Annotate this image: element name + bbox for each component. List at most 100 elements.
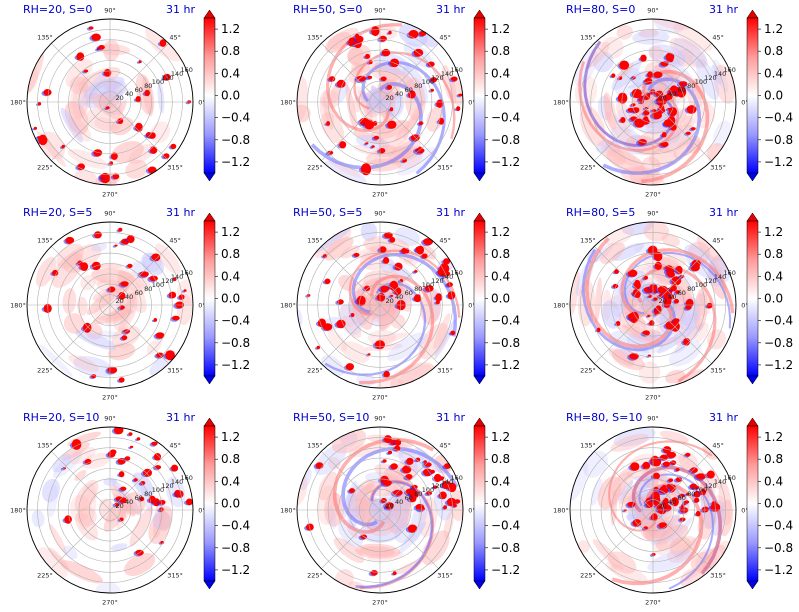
- colorbar-tick-label: 0.0: [764, 497, 783, 511]
- field-cell-positive: [373, 135, 380, 140]
- colorbar-tick-label: −0.4: [764, 519, 793, 533]
- field-wash: [324, 492, 344, 527]
- field-cell-positive: [685, 298, 694, 308]
- radial-tick-label: 100: [152, 486, 164, 494]
- field-wash: [605, 561, 617, 572]
- field-cell-positive: [365, 53, 370, 59]
- field-cell-positive: [367, 75, 373, 79]
- colorbar-tick-label: −0.4: [221, 314, 250, 328]
- radial-tick-label: 20: [115, 502, 123, 510]
- colorbar: 1.2 0.8 0.4 0.0 −0.4 −0.8 −1.2: [203, 212, 250, 385]
- angular-gridline: [594, 101, 654, 161]
- radial-tick-label: 140: [441, 478, 453, 486]
- field-wash: [129, 506, 153, 547]
- colorbar-tick-label: −1.2: [221, 155, 250, 169]
- field-wash: [398, 364, 432, 386]
- field-cell-positive: [384, 232, 393, 239]
- field-cell-positive: [64, 515, 72, 524]
- field-cell-positive: [617, 92, 628, 104]
- field-cell-positive: [706, 302, 713, 309]
- field-wash: [682, 272, 695, 290]
- radial-tick-label: 100: [695, 281, 707, 289]
- colorbar-tick-label: 0.0: [491, 89, 510, 103]
- field-wash: [323, 160, 367, 185]
- angle-label: 45°: [439, 441, 451, 449]
- field-cell-positive: [701, 506, 709, 513]
- angle-label: 225°: [37, 367, 53, 375]
- angle-label: 180°: [10, 302, 26, 310]
- field-cell-positive: [178, 294, 185, 300]
- field-cell-positive: [660, 486, 667, 493]
- colorbar-tick-label: 0.4: [221, 269, 240, 283]
- field-wash: [375, 124, 410, 148]
- field-cell-positive: [640, 54, 647, 62]
- panel-title: RH=80, S=5: [566, 206, 636, 219]
- field-wash: [638, 29, 659, 38]
- field-cell-positive: [435, 293, 443, 302]
- field-cell-positive: [105, 106, 110, 110]
- field-wash: [713, 64, 736, 104]
- field-wash: [83, 76, 125, 99]
- field-cell-positive: [657, 96, 668, 105]
- field-wash: [570, 271, 580, 316]
- radial-tick-label: 160: [180, 66, 192, 74]
- field-wash: [360, 222, 378, 242]
- field-cell-positive: [683, 338, 691, 346]
- field-wash: [338, 303, 363, 336]
- field-wash: [612, 243, 645, 261]
- field-cell-positive: [394, 262, 403, 271]
- field-cell-positive: [615, 321, 621, 326]
- angular-gridline: [321, 101, 381, 161]
- field-layer: [31, 427, 193, 593]
- field-cell-positive: [345, 363, 354, 371]
- field-cell-positive: [127, 263, 133, 268]
- colorbar-extend-min: [473, 580, 486, 590]
- field-cell-positive: [100, 174, 107, 178]
- colorbar-body: [473, 17, 486, 174]
- panel-title: RH=20, S=0: [23, 3, 93, 16]
- colorbar-tick-label: −1.2: [221, 563, 250, 577]
- field-band: [353, 51, 456, 139]
- field-cell-positive: [88, 26, 94, 30]
- field-cell-positive: [370, 570, 378, 576]
- angle-label: 135°: [37, 33, 53, 41]
- field-cell-positive: [660, 141, 669, 148]
- field-cell-positive: [652, 111, 662, 120]
- angular-gridline: [594, 246, 654, 306]
- field-cell-positive: [631, 88, 642, 98]
- field-cell-positive: [675, 290, 681, 294]
- colorbar-tick-label: 1.2: [221, 430, 240, 444]
- radial-tick-label: 60: [135, 494, 143, 502]
- colorbar-tick-label: −1.2: [764, 358, 793, 372]
- radial-tick-label: 140: [171, 478, 183, 486]
- field-wash: [324, 236, 354, 261]
- field-cell-positive: [33, 126, 38, 130]
- angle-label: 90°: [104, 415, 116, 423]
- polar-frame: [296, 221, 464, 389]
- colorbar-body: [203, 220, 216, 377]
- field-wash: [52, 453, 72, 473]
- angular-gridline: [594, 509, 654, 569]
- field-cell-positive: [660, 61, 669, 67]
- field-wash: [443, 510, 454, 539]
- field-cell-positive: [93, 149, 103, 157]
- colorbar-tick-label: 0.4: [491, 269, 510, 283]
- field-cell-positive: [630, 462, 640, 471]
- field-wash: [654, 65, 683, 83]
- field-wash: [712, 120, 731, 147]
- colorbar-tick-label: 1.2: [221, 225, 240, 239]
- field-cell-positive: [390, 463, 398, 470]
- field-cell-positive: [430, 77, 437, 83]
- colorbar-tick-label: 0.4: [764, 269, 783, 283]
- field-cell-positive: [643, 116, 649, 122]
- field-cell-positive: [171, 464, 179, 472]
- field-cell-positive: [185, 498, 193, 506]
- colorbar-tick-label: −0.4: [764, 314, 793, 328]
- field-wash: [360, 90, 373, 122]
- field-cell-positive: [98, 45, 105, 50]
- field-wash: [371, 491, 397, 532]
- field-cell-positive: [408, 29, 419, 39]
- field-wash: [337, 78, 349, 104]
